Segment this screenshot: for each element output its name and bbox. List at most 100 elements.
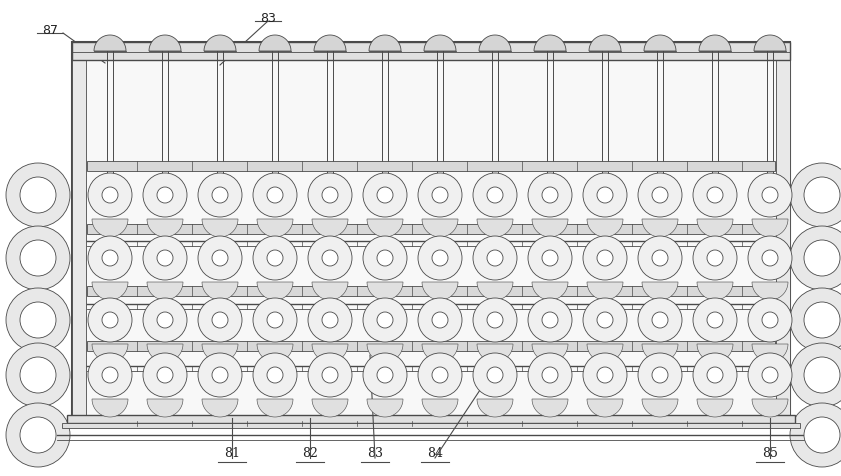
Polygon shape [424,35,456,51]
Circle shape [542,250,558,266]
Circle shape [528,236,572,280]
Text: 82: 82 [302,447,318,460]
Polygon shape [477,282,513,300]
Circle shape [597,187,613,203]
Circle shape [790,343,841,407]
Polygon shape [534,35,566,51]
Polygon shape [202,344,238,362]
Polygon shape [642,399,678,417]
Circle shape [363,173,407,217]
Bar [72,42,86,420]
Polygon shape [257,399,293,417]
Circle shape [804,240,840,276]
Circle shape [487,250,503,266]
Circle shape [322,367,338,383]
Circle shape [253,173,297,217]
Circle shape [707,250,723,266]
Circle shape [322,187,338,203]
Polygon shape [752,344,788,362]
Circle shape [198,173,242,217]
Circle shape [157,250,173,266]
Polygon shape [642,219,678,237]
Circle shape [638,236,682,280]
Polygon shape [477,344,513,362]
Circle shape [20,357,56,393]
Circle shape [308,353,352,397]
Polygon shape [642,344,678,362]
Polygon shape [697,399,733,417]
Bar [62,423,800,428]
Polygon shape [312,344,348,362]
Circle shape [377,367,393,383]
Circle shape [418,173,462,217]
Polygon shape [369,35,401,51]
Circle shape [20,302,56,338]
Circle shape [748,298,792,342]
Circle shape [267,250,283,266]
Circle shape [418,236,462,280]
Polygon shape [202,399,238,417]
Polygon shape [92,282,128,300]
Polygon shape [589,35,621,51]
Circle shape [6,226,70,290]
Circle shape [20,177,56,213]
Polygon shape [259,35,291,51]
Polygon shape [754,35,786,51]
Circle shape [322,250,338,266]
Circle shape [804,357,840,393]
Circle shape [583,353,627,397]
Polygon shape [587,344,623,362]
Polygon shape [314,35,346,51]
Circle shape [432,250,448,266]
Polygon shape [532,344,568,362]
Text: 84: 84 [427,447,443,460]
Polygon shape [422,282,458,300]
Polygon shape [479,35,511,51]
Polygon shape [147,219,183,237]
Circle shape [363,298,407,342]
Circle shape [804,417,840,453]
Polygon shape [202,282,238,300]
Polygon shape [422,219,458,237]
Polygon shape [92,399,128,417]
Polygon shape [367,219,403,237]
Circle shape [102,312,118,328]
Bar [87,341,775,351]
Circle shape [638,173,682,217]
Circle shape [267,367,283,383]
Circle shape [418,298,462,342]
Circle shape [88,236,132,280]
Polygon shape [204,35,236,51]
Circle shape [88,173,132,217]
Circle shape [212,187,228,203]
Circle shape [157,187,173,203]
Circle shape [102,367,118,383]
Polygon shape [422,399,458,417]
Circle shape [583,236,627,280]
Circle shape [253,236,297,280]
Polygon shape [367,282,403,300]
Polygon shape [532,399,568,417]
Polygon shape [149,35,181,51]
Circle shape [693,298,737,342]
Circle shape [267,187,283,203]
Polygon shape [477,219,513,237]
Polygon shape [697,282,733,300]
Circle shape [790,288,841,352]
Circle shape [528,298,572,342]
Circle shape [143,353,187,397]
Bar [776,42,790,420]
Polygon shape [587,399,623,417]
Circle shape [652,250,668,266]
Circle shape [707,367,723,383]
Circle shape [473,236,517,280]
Circle shape [363,236,407,280]
Bar [72,42,790,60]
Polygon shape [532,219,568,237]
Polygon shape [587,219,623,237]
Circle shape [157,367,173,383]
Circle shape [102,187,118,203]
Circle shape [528,173,572,217]
Polygon shape [257,282,293,300]
Circle shape [473,353,517,397]
